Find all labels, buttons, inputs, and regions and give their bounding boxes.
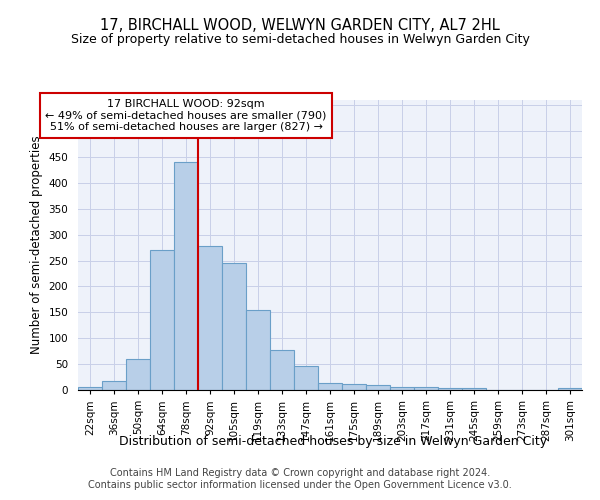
Bar [342,384,366,390]
Bar [438,388,462,390]
Bar [246,310,270,390]
Bar [294,366,318,390]
Bar [390,387,414,390]
Bar [270,350,294,390]
Text: 17 BIRCHALL WOOD: 92sqm
← 49% of semi-detached houses are smaller (790)
51% of s: 17 BIRCHALL WOOD: 92sqm ← 49% of semi-de… [46,99,326,132]
Bar [462,388,486,390]
Bar [414,388,438,390]
Bar [78,388,102,390]
Bar [366,385,390,390]
Bar [150,250,174,390]
Text: Size of property relative to semi-detached houses in Welwyn Garden City: Size of property relative to semi-detach… [71,32,529,46]
Bar [198,246,222,390]
Bar [174,162,198,390]
Bar [558,388,582,390]
Text: Distribution of semi-detached houses by size in Welwyn Garden City: Distribution of semi-detached houses by … [119,435,547,448]
Bar [318,384,342,390]
Bar [222,262,246,390]
Y-axis label: Number of semi-detached properties: Number of semi-detached properties [30,136,43,354]
Text: Contains HM Land Registry data © Crown copyright and database right 2024.: Contains HM Land Registry data © Crown c… [110,468,490,477]
Text: 17, BIRCHALL WOOD, WELWYN GARDEN CITY, AL7 2HL: 17, BIRCHALL WOOD, WELWYN GARDEN CITY, A… [100,18,500,32]
Bar [126,360,150,390]
Text: Contains public sector information licensed under the Open Government Licence v3: Contains public sector information licen… [88,480,512,490]
Bar [102,381,126,390]
